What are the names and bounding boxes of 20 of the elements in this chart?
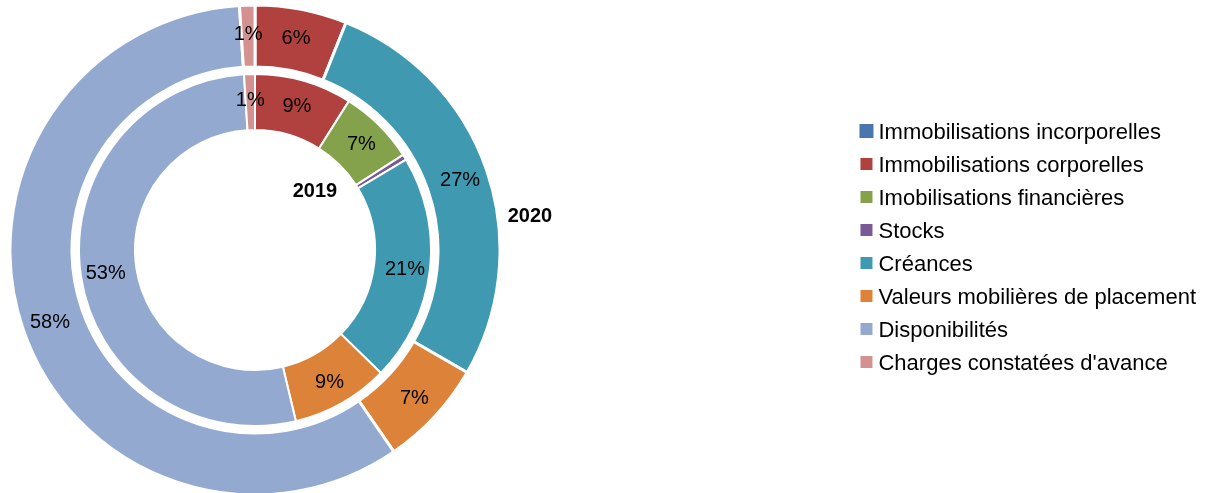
legend-label: Immobilisations incorporelles [878,118,1161,144]
legend-label: Disponibilités [878,316,1009,342]
data-label: 9% [315,370,345,393]
data-label: 9% [282,93,312,116]
data-label: 7% [346,131,377,154]
data-label: 1% [233,22,263,45]
data-label: 53% [85,261,126,284]
data-label: 6% [281,25,311,48]
legend-label: Stocks [878,217,945,243]
legend-label: Imobilisations financières [878,184,1125,210]
slice-label: 2020 [507,204,553,226]
legend-label: Charges constatées d'avance [878,349,1168,375]
legend-label: Créances [878,250,973,276]
data-label: 27% [440,168,481,191]
data-label: 21% [384,256,426,279]
legend-label: Immobilisations corporelles [878,151,1144,177]
legend-label: Valeurs mobilières de placement [878,283,1196,309]
data-label: 58% [29,309,71,332]
slice-label: 2019 [292,179,338,201]
data-label: 7% [399,386,430,409]
